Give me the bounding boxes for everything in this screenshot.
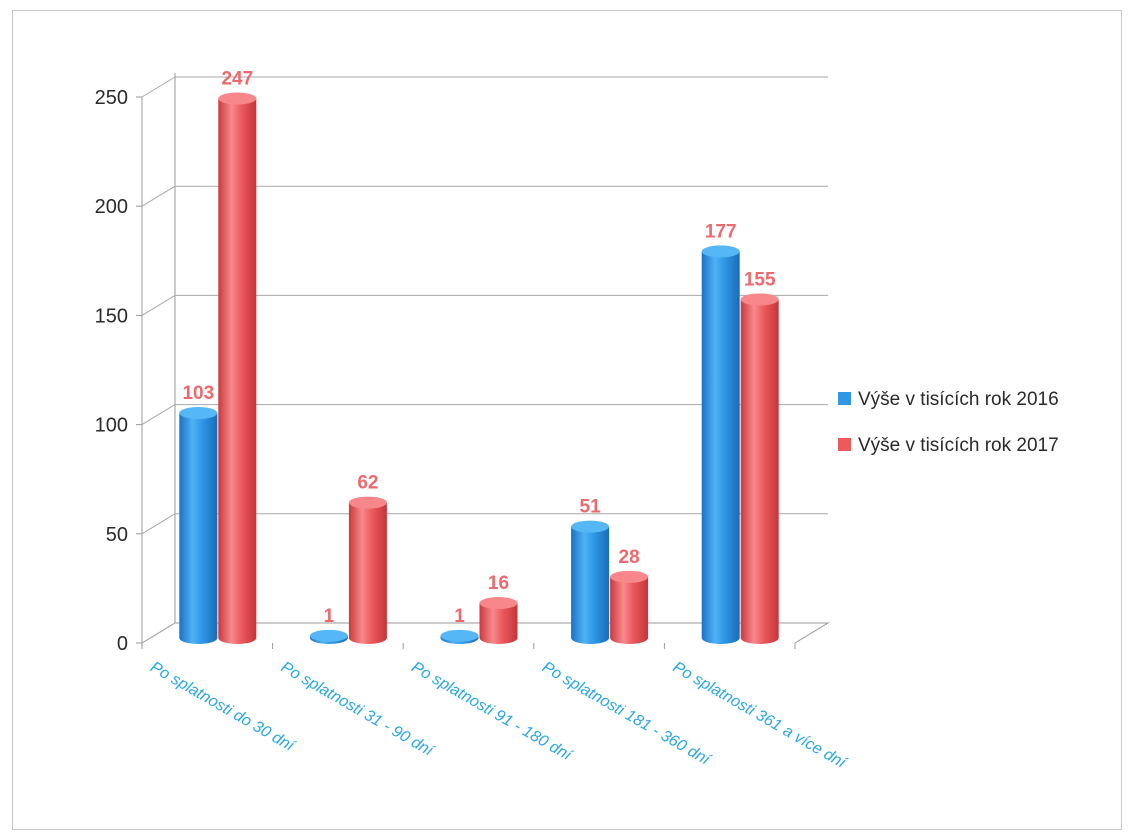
legend: Výše v tisících rok 2016 Výše v tisících … <box>838 389 1059 456</box>
y-tick-label: 250 <box>95 87 128 109</box>
data-label: 103 <box>182 383 214 404</box>
x-tick-label: Po splatnosti do 30 dní <box>147 659 298 756</box>
gridline-depth <box>141 622 176 644</box>
bar-2017-4 <box>610 570 649 644</box>
bar-2017-5 <box>740 293 779 644</box>
data-label: 1 <box>454 606 465 627</box>
bar-cap <box>740 293 779 306</box>
bar-cap <box>571 520 610 533</box>
bar-2017-1 <box>218 92 257 644</box>
data-label: 1 <box>324 606 335 627</box>
y-tick-label: 50 <box>106 524 128 546</box>
y-tick-label: 0 <box>117 633 128 655</box>
data-label: 155 <box>744 269 776 290</box>
bar-body <box>740 299 779 644</box>
bar-body <box>479 603 518 644</box>
bar-body <box>218 98 257 644</box>
legend-swatch <box>838 392 851 405</box>
data-label: 28 <box>619 547 640 568</box>
bar-2016-2 <box>309 629 348 644</box>
bar-body <box>179 413 218 644</box>
bar-cap <box>309 629 348 642</box>
y-tick-label: 100 <box>95 415 128 437</box>
bar-2016-3 <box>440 629 479 644</box>
gridline-depth <box>141 76 176 98</box>
bar-cap <box>440 629 479 642</box>
bar-2016-4 <box>571 520 610 644</box>
legend-label: Výše v tisících rok 2016 <box>858 389 1059 410</box>
bar-body <box>701 251 740 644</box>
bar-layer <box>179 92 779 644</box>
bar-2016-5 <box>701 245 740 644</box>
data-label: 62 <box>357 473 378 494</box>
y-tick-label: 150 <box>95 305 128 327</box>
gridline-depth <box>141 294 176 316</box>
data-label: 177 <box>705 221 737 242</box>
bar-cap <box>610 570 649 583</box>
bar-cap <box>701 245 740 258</box>
data-label: 16 <box>488 573 509 594</box>
gridline-depth <box>141 185 176 207</box>
y-tick-label: 200 <box>95 196 128 218</box>
bar-cap <box>218 92 257 105</box>
bar-2017-2 <box>348 496 387 644</box>
legend-label: Výše v tisících rok 2017 <box>858 435 1059 456</box>
bar-cap <box>179 407 218 420</box>
gridline-depth <box>141 404 176 426</box>
data-label: 247 <box>221 69 253 90</box>
legend-item-2017: Výše v tisících rok 2017 <box>838 435 1059 456</box>
chart-frame <box>12 10 1122 830</box>
legend-swatch <box>838 438 851 451</box>
legend-item-2016: Výše v tisících rok 2016 <box>838 389 1059 410</box>
data-label: 51 <box>580 497 602 518</box>
bar-cap <box>479 597 518 610</box>
bar-body <box>571 526 610 644</box>
bar-body <box>348 502 387 644</box>
bar-2016-1 <box>179 407 218 644</box>
bar-cap <box>348 496 387 509</box>
gridline-depth <box>141 513 176 535</box>
bar-body <box>610 576 649 644</box>
bar-2017-3 <box>479 597 518 644</box>
